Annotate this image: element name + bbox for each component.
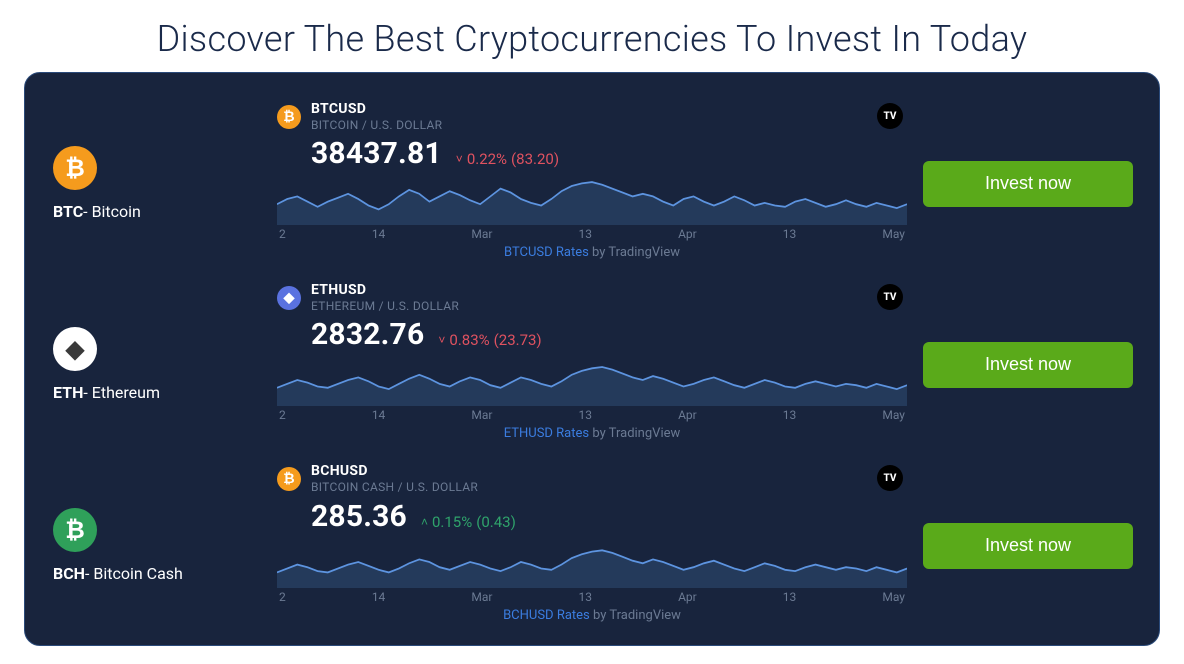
coin-cell: ₿ BTC- Bitcoin xyxy=(47,146,277,221)
x-tick: May xyxy=(882,408,905,422)
invest-button[interactable]: Invest now xyxy=(923,523,1133,569)
x-tick: Apr xyxy=(678,590,697,604)
x-tick: 2 xyxy=(279,408,286,422)
price-change: ˄ 0.15% (0.43) xyxy=(421,513,516,531)
rates-link[interactable]: BTCUSD Rates xyxy=(504,245,589,260)
cta-cell: Invest now xyxy=(907,342,1137,388)
change-percent: 0.83% xyxy=(449,331,489,349)
x-tick: 13 xyxy=(579,408,593,422)
x-tick: 13 xyxy=(579,227,593,241)
x-tick: 13 xyxy=(783,590,797,604)
price-value: 285.36 xyxy=(311,499,407,534)
widget-footer: BCHUSD Rates by TradingView xyxy=(277,604,907,629)
price-widget: ₿ BTCUSDBITCOIN / U.S. DOLLAR TV 38437.81 ˅ 0… xyxy=(277,97,907,270)
x-tick: 2 xyxy=(279,227,286,241)
crypto-row: ₿ BCH- Bitcoin Cash ₿ BCHUSDBITCOIN CASH / … xyxy=(47,453,1137,634)
widget-footer: BTCUSD Rates by TradingView xyxy=(277,241,907,266)
x-axis: 2 14 Mar 13 Apr 13 May xyxy=(277,588,907,604)
cta-cell: Invest now xyxy=(907,161,1137,207)
x-tick: 13 xyxy=(783,227,797,241)
coin-symbol: BCH xyxy=(53,564,85,583)
x-axis: 2 14 Mar 13 Apr 13 May xyxy=(277,225,907,241)
bch-icon: ₿ xyxy=(53,508,97,552)
price-widget: ₿ BCHUSDBITCOIN CASH / U.S. DOLLAR TV 285.3… xyxy=(277,459,907,632)
coin-label: BCH- Bitcoin Cash xyxy=(53,564,183,583)
price-widget: ◆ ETHUSDETHEREUM / U.S. DOLLAR TV 2832.76 ˅ 0… xyxy=(277,278,907,451)
invest-button[interactable]: Invest now xyxy=(923,161,1133,207)
widget-header: ₿ BCHUSDBITCOIN CASH / U.S. DOLLAR TV xyxy=(277,463,907,494)
coin-name: - Ethereum xyxy=(83,383,160,402)
x-tick: 13 xyxy=(579,590,593,604)
change-absolute: (23.73) xyxy=(494,331,542,349)
btc-icon-small: ₿ xyxy=(277,105,301,129)
x-tick: Mar xyxy=(471,408,492,422)
x-tick: May xyxy=(882,590,905,604)
change-absolute: (0.43) xyxy=(476,513,516,531)
pair-label: BITCOIN CASH / U.S. DOLLAR xyxy=(311,480,478,494)
x-tick: 14 xyxy=(372,227,386,241)
sparkline-chart xyxy=(277,173,907,225)
crypto-panel: ₿ BTC- Bitcoin ₿ BTCUSDBITCOIN / U.S. DOLLA… xyxy=(24,72,1160,646)
coin-label: ETH- Ethereum xyxy=(53,383,160,402)
pair-label: BITCOIN / U.S. DOLLAR xyxy=(311,118,442,132)
sparkline-chart xyxy=(277,536,907,588)
sparkline-chart xyxy=(277,354,907,406)
x-tick: 2 xyxy=(279,590,286,604)
tradingview-badge-icon[interactable]: TV xyxy=(877,465,903,491)
eth-icon: ◆ xyxy=(53,327,97,371)
widget-footer: ETHUSD Rates by TradingView xyxy=(277,422,907,447)
footer-suffix: by TradingView xyxy=(589,426,680,441)
x-tick: Mar xyxy=(471,227,492,241)
price-value: 38437.81 xyxy=(311,136,442,171)
caret-down-icon: ˅ xyxy=(438,333,445,347)
x-axis: 2 14 Mar 13 Apr 13 May xyxy=(277,406,907,422)
coin-symbol: BTC xyxy=(53,202,83,221)
coin-cell: ₿ BCH- Bitcoin Cash xyxy=(47,508,277,583)
footer-suffix: by TradingView xyxy=(589,245,680,260)
tradingview-badge-icon[interactable]: TV xyxy=(877,284,903,310)
coin-label: BTC- Bitcoin xyxy=(53,202,141,221)
pair-label: ETHEREUM / U.S. DOLLAR xyxy=(311,299,459,313)
x-tick: Mar xyxy=(471,590,492,604)
price-row: 2832.76 ˅ 0.83% (23.73) xyxy=(277,313,907,354)
bch-icon-small: ₿ xyxy=(277,467,301,491)
price-change: ˅ 0.83% (23.73) xyxy=(438,331,541,349)
caret-up-icon: ˄ xyxy=(421,515,428,529)
ticker-symbol: BTCUSD xyxy=(311,101,442,118)
price-row: 38437.81 ˅ 0.22% (83.20) xyxy=(277,132,907,173)
coin-symbol: ETH xyxy=(53,383,83,402)
cta-cell: Invest now xyxy=(907,523,1137,569)
caret-down-icon: ˅ xyxy=(456,152,463,166)
btc-icon: ₿ xyxy=(53,146,97,190)
change-percent: 0.22% xyxy=(467,150,507,168)
tradingview-badge-icon[interactable]: TV xyxy=(877,103,903,129)
page-title: Discover The Best Cryptocurrencies To In… xyxy=(0,0,1184,72)
price-change: ˅ 0.22% (83.20) xyxy=(456,150,559,168)
ticker-symbol: ETHUSD xyxy=(311,282,459,299)
price-row: 285.36 ˄ 0.15% (0.43) xyxy=(277,495,907,536)
change-percent: 0.15% xyxy=(432,513,472,531)
x-tick: 14 xyxy=(372,590,386,604)
coin-name: - Bitcoin xyxy=(83,202,141,221)
widget-header: ◆ ETHUSDETHEREUM / U.S. DOLLAR TV xyxy=(277,282,907,313)
x-tick: 13 xyxy=(783,408,797,422)
x-tick: May xyxy=(882,227,905,241)
price-value: 2832.76 xyxy=(311,317,424,352)
coin-name: - Bitcoin Cash xyxy=(85,564,183,583)
footer-suffix: by TradingView xyxy=(590,608,681,623)
change-absolute: (83.20) xyxy=(511,150,559,168)
x-tick: 14 xyxy=(372,408,386,422)
widget-header: ₿ BTCUSDBITCOIN / U.S. DOLLAR TV xyxy=(277,101,907,132)
invest-button[interactable]: Invest now xyxy=(923,342,1133,388)
crypto-row: ◆ ETH- Ethereum ◆ ETHUSDETHEREUM / U.S. DOL… xyxy=(47,272,1137,453)
x-tick: Apr xyxy=(678,408,697,422)
crypto-row: ₿ BTC- Bitcoin ₿ BTCUSDBITCOIN / U.S. DOLLA… xyxy=(47,91,1137,272)
rates-link[interactable]: ETHUSD Rates xyxy=(504,426,589,441)
eth-icon-small: ◆ xyxy=(277,286,301,310)
rates-link[interactable]: BCHUSD Rates xyxy=(503,608,590,623)
x-tick: Apr xyxy=(678,227,697,241)
ticker-symbol: BCHUSD xyxy=(311,463,478,480)
coin-cell: ◆ ETH- Ethereum xyxy=(47,327,277,402)
